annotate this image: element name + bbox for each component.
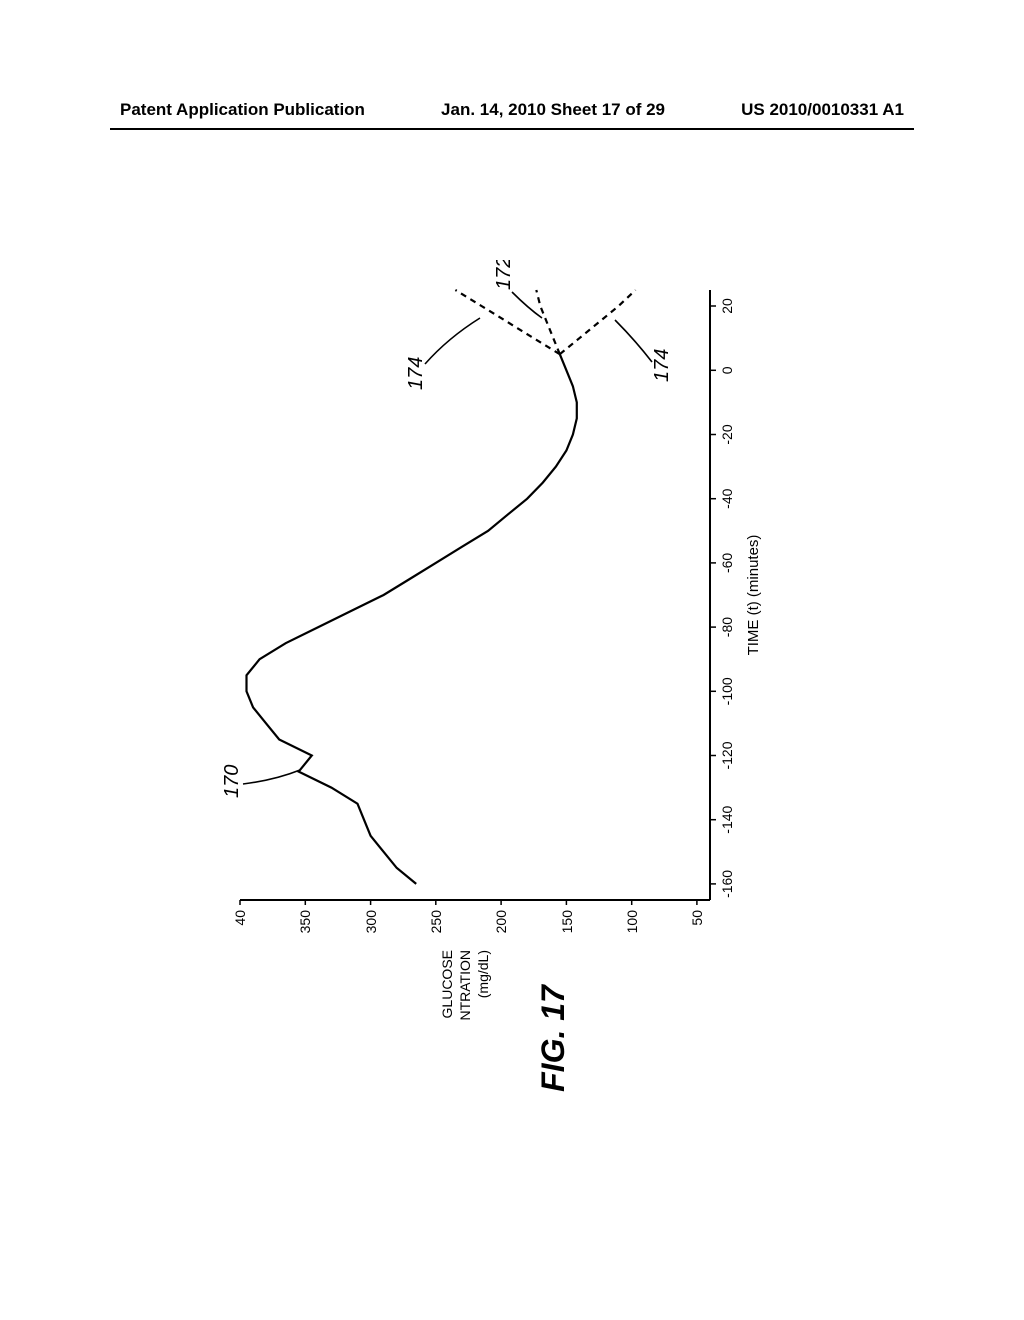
svg-text:170: 170 [221,765,243,798]
svg-text:172: 172 [493,260,515,290]
x-tick-label: -120 [719,741,735,769]
header-left: Patent Application Publication [120,100,365,120]
y-axis-label: GLUCOSE CONCENTRATION (mg/dL) [439,950,491,1020]
y-ticks: 50 100 150 200 250 300 350 40 [232,900,705,933]
prediction-up [455,290,559,354]
x-tick-label: -160 [719,870,735,898]
prediction-flat [536,290,560,354]
x-tick-label: -140 [719,805,735,833]
x-ticks: -160 -140 -120 -100 -80 -60 -40 -20 0 20 [710,298,735,898]
header-right: US 2010/0010331 A1 [741,100,904,120]
header-center: Jan. 14, 2010 Sheet 17 of 29 [441,100,665,120]
x-tick-label: -100 [719,677,735,705]
svg-text:CONCENTRATION: CONCENTRATION [457,950,473,1020]
chart-svg: 50 100 150 200 250 300 350 40 GLUCOSE CO… [180,260,780,1020]
svg-text:174: 174 [405,357,427,390]
y-tick-label: 200 [493,910,509,934]
y-tick-label: 40 [232,910,248,926]
figure-17: 50 100 150 200 250 300 350 40 GLUCOSE CO… [180,260,780,1020]
y-tick-label: 250 [428,910,444,934]
figure-caption: FIG. 17 [535,985,572,1092]
callout-174-upper: 174 [405,318,480,390]
x-tick-label: -40 [719,488,735,508]
callout-172: 172 [493,260,542,318]
x-tick-label: 0 [719,366,735,374]
callout-174-lower: 174 [615,320,673,382]
header-rule [110,128,914,130]
callout-170: 170 [221,765,300,798]
svg-text:GLUCOSE: GLUCOSE [439,950,455,1018]
x-axis-label: TIME (t) (minutes) [745,535,762,656]
x-tick-label: 20 [719,298,735,314]
publication-header: Patent Application Publication Jan. 14, … [0,100,1024,120]
main-curve [247,354,577,884]
prediction-down [560,290,636,354]
svg-text:(mg/dL): (mg/dL) [475,950,491,998]
y-tick-label: 350 [297,910,313,934]
y-tick-label: 150 [559,910,575,934]
svg-text:174: 174 [651,349,673,382]
y-tick-label: 50 [689,910,705,926]
y-tick-label: 100 [624,910,640,934]
y-tick-label: 300 [363,910,379,934]
x-tick-label: -20 [719,424,735,444]
x-tick-label: -80 [719,617,735,637]
x-tick-label: -60 [719,553,735,573]
